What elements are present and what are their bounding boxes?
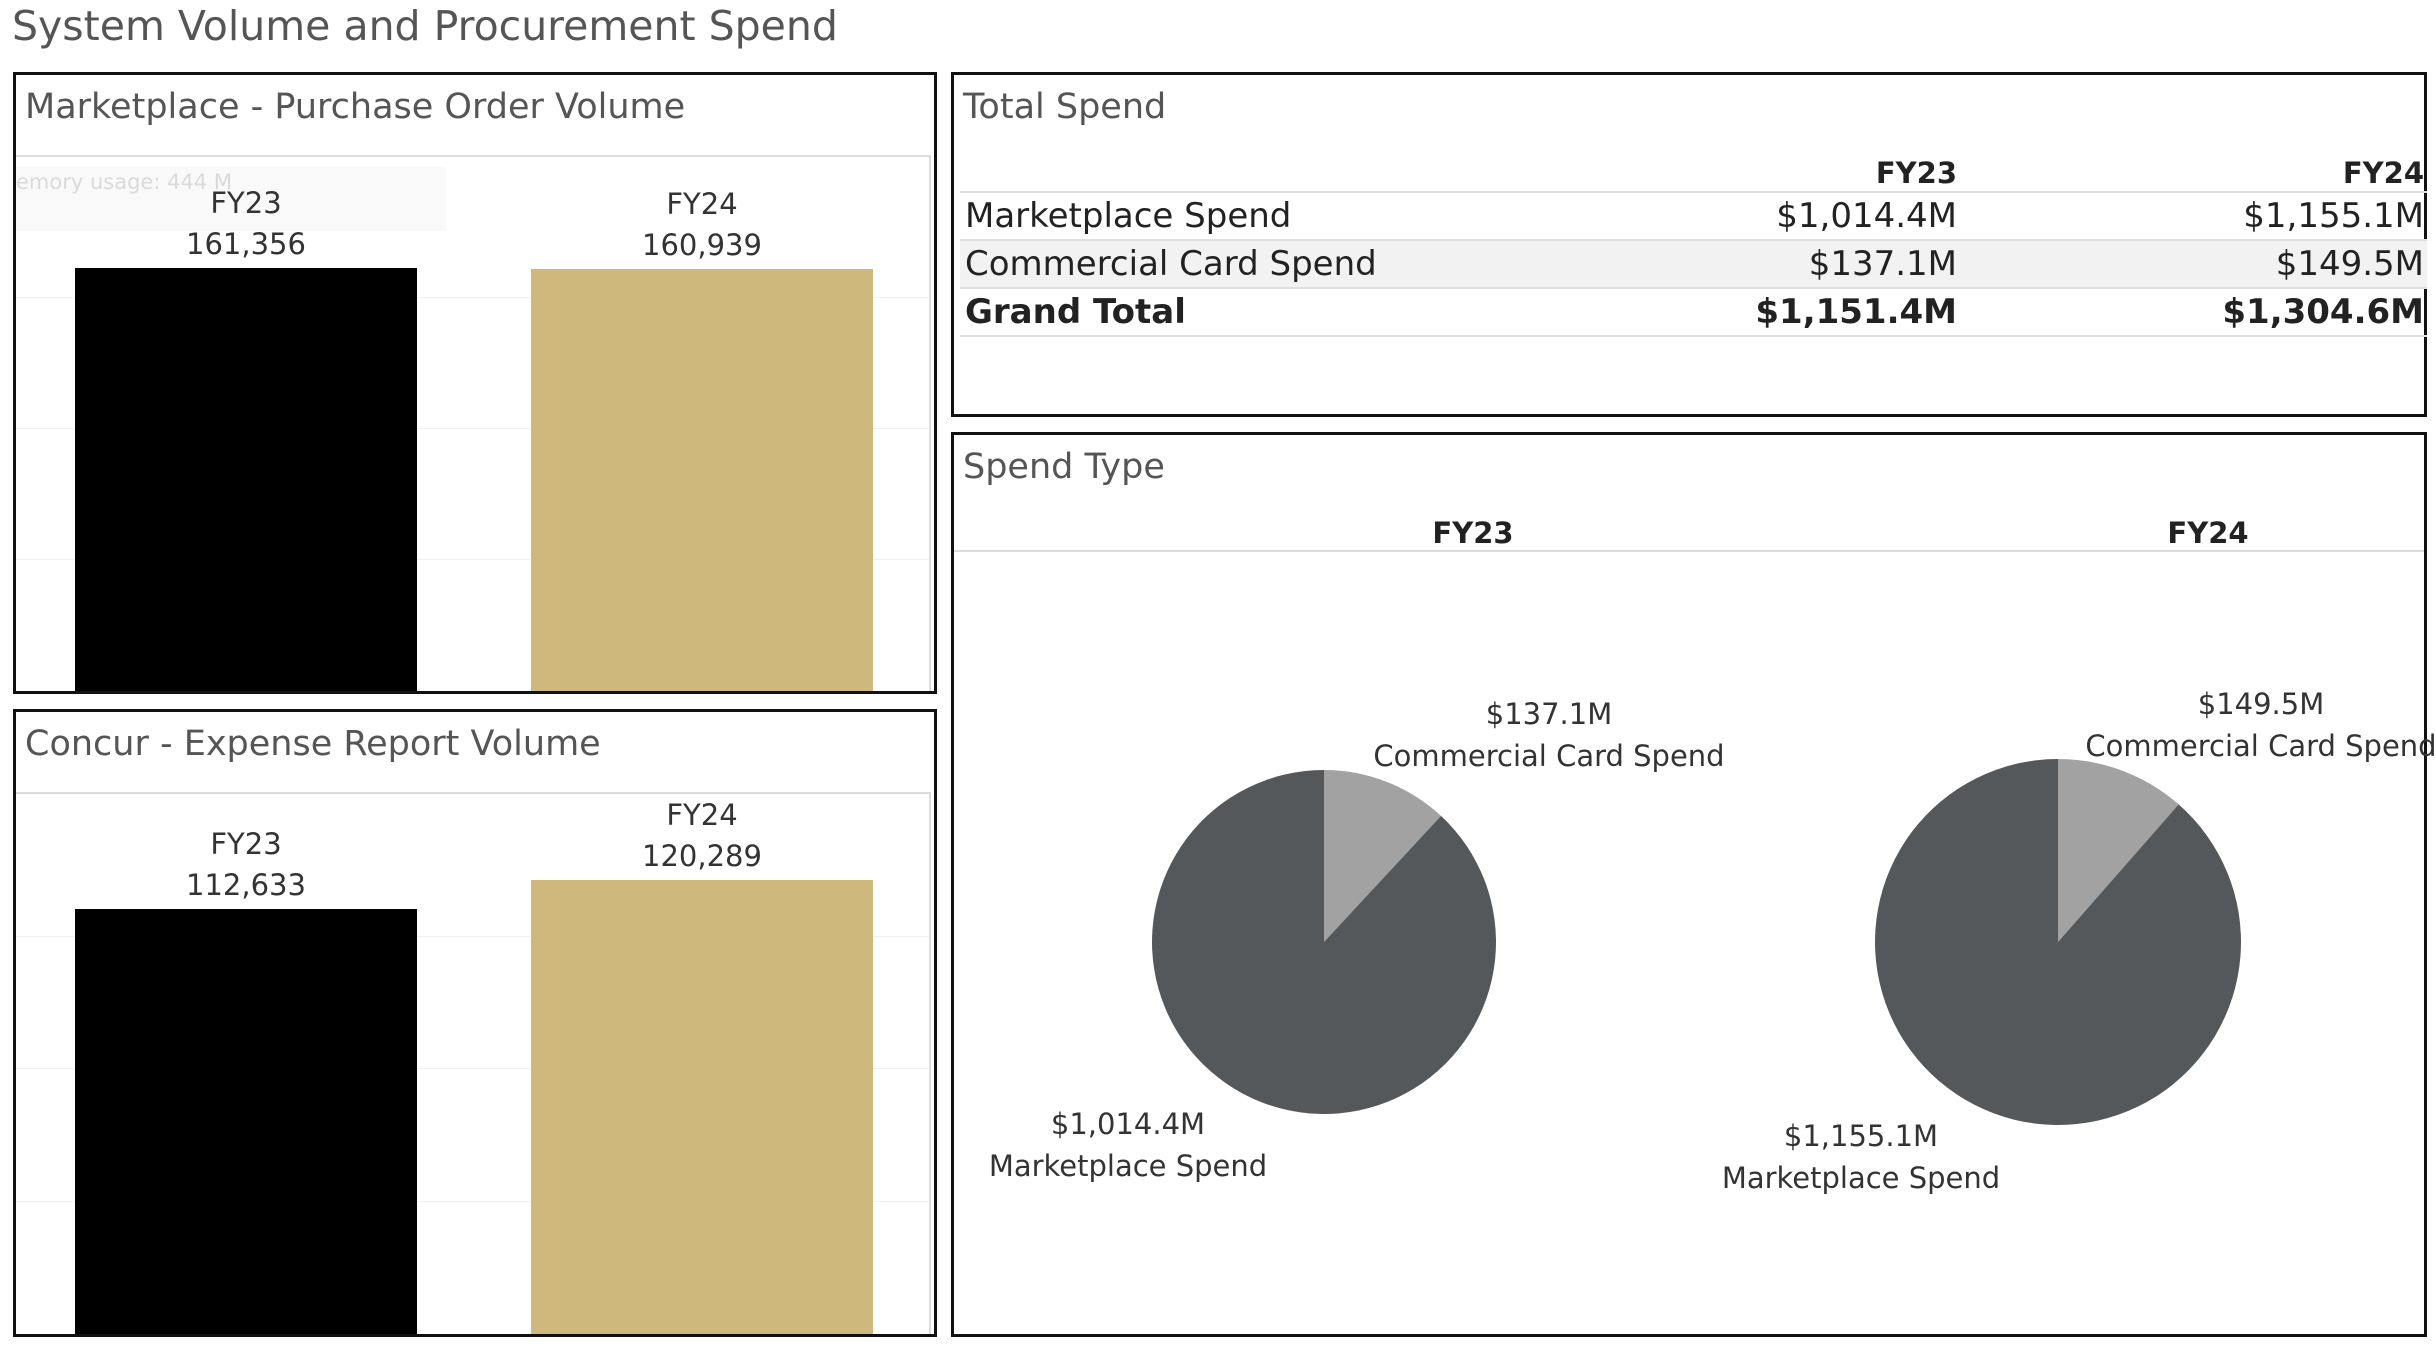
row-name: Marketplace Spend (960, 192, 1560, 241)
pie-slice-name-label: Marketplace Spend (988, 1149, 1268, 1183)
pie-slice-name-label: Commercial Card Spend (1373, 739, 1725, 773)
pie-slice-commercial-card-fy24 (2058, 759, 2179, 942)
row-fy24-value: $1,304.6M (1960, 288, 2427, 337)
pie-slice-name-label: Commercial Card Spend (2085, 729, 2436, 763)
marketplace-bar-label-group: FY24 160,939 (531, 184, 873, 266)
pie-value-label: $137.1M (1485, 697, 1613, 731)
concur-bar-value-label: 120,289 (642, 839, 762, 873)
table-row: Commercial Card Spend $137.1M $149.5M (960, 240, 2427, 289)
pie-chart-fy24 (1875, 759, 2241, 1125)
pie-label-marketplace-fy23: $1,014.4M Marketplace Spend (928, 1103, 1328, 1187)
gridline (16, 1201, 929, 1202)
concur-bar-fy24 (531, 880, 873, 1334)
concur-bar-category-label: FY23 (210, 827, 282, 861)
marketplace-bar-label-group: FY23 161,356 (75, 183, 417, 265)
concur-expense-volume-panel: Concur - Expense Report Volume FY23 112,6… (13, 709, 937, 1337)
row-fy24-value: $1,155.1M (1960, 192, 2427, 241)
concur-expense-volume-title: Concur - Expense Report Volume (25, 724, 601, 764)
gridline (16, 428, 929, 429)
pie-slice-name-label: Marketplace Spend (1721, 1161, 2001, 1195)
pie-label-marketplace-fy24: $1,155.1M Marketplace Spend (1661, 1115, 2061, 1199)
gridline (16, 1068, 929, 1069)
pie-value-label: $1,155.1M (1783, 1119, 1939, 1153)
pie-value-label: $1,014.4M (1050, 1107, 1206, 1141)
pie-slice-marketplace-fy24 (1875, 759, 2241, 1125)
row-fy23-value: $1,151.4M (1560, 288, 1960, 337)
spend-type-title: Spend Type (963, 447, 1165, 487)
gridline (16, 936, 929, 937)
pie-value-label: $149.5M (2197, 687, 2325, 721)
concur-bar-label-group: FY23 112,633 (75, 824, 417, 906)
spend-type-panel: Spend Type FY23 FY24 $137.1M Commercial C… (951, 432, 2436, 1337)
total-spend-header-blank (960, 155, 1560, 193)
marketplace-po-volume-chart: emory usage: 444 M FY23 161,356 FY24 160,93… (16, 155, 931, 691)
pie-label-commercial-card-fy24: $149.5M Commercial Card Spend (2061, 683, 2436, 767)
pie-column-label-fy23: FY23 (1432, 516, 1514, 550)
marketplace-bar-category-label: FY23 (210, 186, 282, 220)
marketplace-bar-category-label: FY24 (666, 187, 738, 221)
total-spend-panel: Total Spend FY23 FY24 Marketplace Spend … (951, 72, 2427, 417)
table-row: Marketplace Spend $1,014.4M $1,155.1M (960, 192, 2427, 241)
page-title: System Volume and Procurement Spend (12, 2, 838, 50)
pie-chart-fy23 (1152, 770, 1496, 1114)
concur-bar-value-label: 112,633 (186, 868, 306, 902)
grand-total-row: Grand Total $1,151.4M $1,304.6M (960, 288, 2427, 337)
concur-bar-label-group: FY24 120,289 (531, 795, 873, 877)
row-name: Commercial Card Spend (960, 240, 1560, 289)
pie-column-label-fy24: FY24 (2167, 516, 2249, 550)
total-spend-table: FY23 FY24 Marketplace Spend $1,014.4M $1… (960, 155, 2427, 337)
row-name: Grand Total (960, 288, 1560, 337)
row-fy23-value: $137.1M (1560, 240, 1960, 289)
marketplace-bar-fy23 (75, 268, 417, 691)
marketplace-bar-value-label: 160,939 (642, 228, 762, 262)
gridline (16, 559, 929, 560)
pie-slice-marketplace-fy23 (1152, 770, 1496, 1114)
gridline (16, 297, 929, 298)
total-spend-header-fy24: FY24 (1960, 155, 2427, 193)
total-spend-header-fy23: FY23 (1560, 155, 1960, 193)
total-spend-header-row: FY23 FY24 (960, 155, 2427, 193)
row-fy24-value: $149.5M (1960, 240, 2427, 289)
total-spend-title: Total Spend (963, 87, 1167, 127)
pie-header-divider (954, 550, 2424, 552)
concur-bar-fy23 (75, 909, 417, 1334)
concur-bar-category-label: FY24 (666, 798, 738, 832)
pie-label-commercial-card-fy23: $137.1M Commercial Card Spend (1349, 693, 1749, 777)
marketplace-po-volume-panel: Marketplace - Purchase Order Volume emor… (13, 72, 937, 694)
marketplace-po-volume-title: Marketplace - Purchase Order Volume (25, 87, 686, 127)
concur-expense-volume-chart: FY23 112,633 FY24 120,289 (16, 792, 931, 1334)
memory-usage-overlay: emory usage: 444 M (16, 167, 446, 231)
marketplace-bar-fy24 (531, 269, 873, 691)
pie-slice-commercial-card-fy23 (1324, 770, 1442, 942)
row-fy23-value: $1,014.4M (1560, 192, 1960, 241)
marketplace-bar-value-label: 161,356 (186, 227, 306, 261)
